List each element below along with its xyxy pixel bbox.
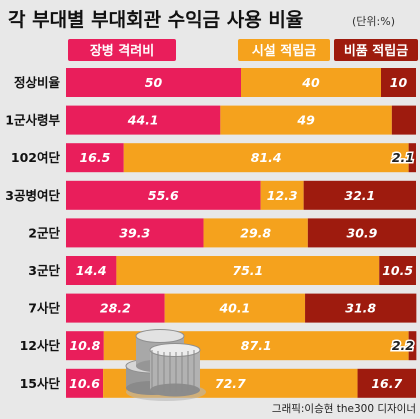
bar-value-label: 50 [145,75,163,90]
bar-segment-series1 [66,218,204,248]
legend-label-series3: 비품 적립금 [344,43,408,59]
bar-value-label: 10.5 [382,263,413,278]
chart-title: 각 부대별 부대회관 수익금 사용 비율 [8,9,303,31]
legend-swatch-series1 [68,39,176,61]
bar-segment-series1 [66,368,104,398]
bar-value-label: 2.1 [392,150,414,165]
bar-value-label: 49 [296,113,315,128]
bar-segment-series2 [164,293,306,323]
bar-value-label: 10.8 [69,338,100,353]
credit: 그래픽:이승현 the300 디자이너 [272,403,416,415]
bar-value-label: 29.8 [240,225,271,240]
bar-segment-series2 [116,256,380,285]
legend-label-series2: 시설 적립금 [252,43,316,59]
bar-segment-series2 [220,105,392,135]
bar-value-label: 10 [390,75,408,90]
bar-segment-series1 [66,180,261,210]
bar-segment-series2 [203,218,308,248]
bar-value-label: 30.9 [347,225,378,240]
bar-segment-series2 [241,68,381,97]
legend: 장병 격려비 시설 적립금 비품 적립금 [68,39,418,61]
bars: 정상비율 50 40 10 1군사령부 44.1 49 102여단 16.5 81.4 2.1 3공병… [5,68,417,398]
category-label: 3군단 [28,263,60,278]
bar-value-label: 16.5 [79,150,110,165]
bar-value-label: 40.1 [218,301,250,316]
bar-value-label: 16.7 [371,376,402,391]
bar-value-label: 40 [301,75,320,90]
coins-illustration [125,329,206,401]
bar-value-label: 72.7 [215,376,246,391]
bar-segment-series3 [391,105,416,135]
chart-unit: (단위:%) [352,15,395,28]
bar-segment-series2 [123,143,409,173]
category-label: 15사단 [20,376,61,391]
bar-value-label: 28.2 [100,301,131,316]
bar-segment-series1 [66,293,165,323]
legend-label-series1: 장병 격려비 [90,43,154,59]
bar-value-label: 39.3 [119,225,150,240]
bar-value-label: 14.4 [76,263,107,278]
bar-value-label: 12.3 [267,188,298,203]
category-label: 2군단 [28,225,60,240]
bar-value-label: 31.8 [345,301,376,316]
bar-segment-series2 [260,180,304,210]
legend-swatch-series2 [238,39,330,61]
bar-value-label: 2.2 [392,338,414,353]
category-label: 1군사령부 [5,113,60,128]
bar-segment-series3 [307,218,416,248]
category-label: 정상비율 [14,75,61,90]
bar-value-label: 87.1 [241,338,272,353]
bar-segment-series3 [379,256,416,285]
category-label: 102여단 [11,150,61,165]
category-label: 12사단 [20,338,61,353]
bar-segment-series3 [357,368,416,398]
bar-segment-series3 [408,331,417,361]
bar-value-label: 55.6 [148,188,179,203]
bar-value-label: 44.1 [127,113,159,128]
legend-swatch-series3 [334,39,418,61]
bar-segment-series1 [66,256,117,285]
bar-segment-series1 [66,143,124,173]
bar-value-label: 81.4 [251,150,282,165]
bar-segment-series3 [305,293,417,323]
category-label: 3공병여단 [5,188,60,203]
bar-value-label: 32.1 [344,188,375,203]
bar-segment-series3 [408,143,416,173]
bar-segment-series3 [303,180,416,210]
category-label: 7사단 [28,301,60,316]
bar-segment-series1 [66,331,104,361]
bar-segment-series1 [66,105,221,135]
bar-value-label: 75.1 [232,263,263,278]
bar-segment-series1 [66,68,241,97]
bar-value-label: 10.6 [69,376,100,391]
bar-segment-series3 [381,68,416,97]
